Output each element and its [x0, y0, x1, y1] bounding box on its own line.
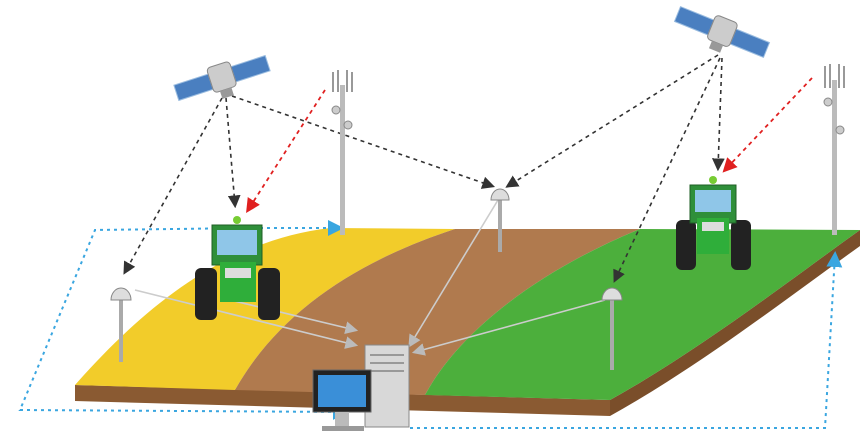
- satellite: [172, 50, 274, 112]
- satellite: [670, 1, 772, 68]
- antenna-tower: [824, 64, 844, 235]
- antenna-tower: [332, 70, 352, 235]
- precision-farming-diagram: [0, 0, 863, 442]
